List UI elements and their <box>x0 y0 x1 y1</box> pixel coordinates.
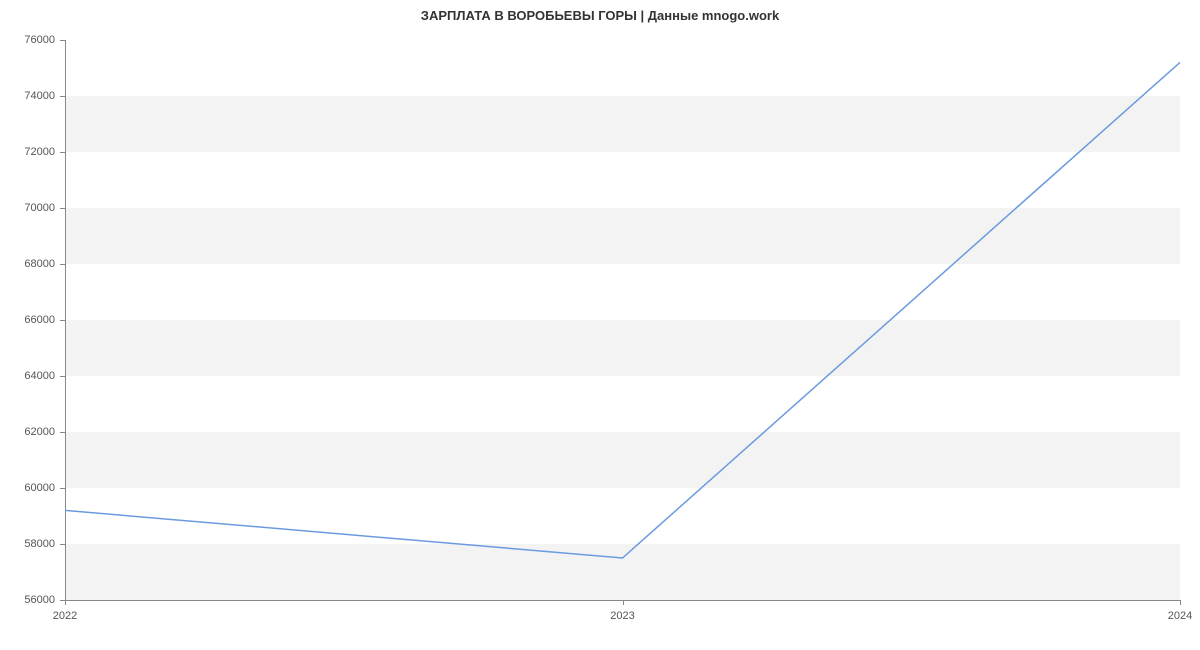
y-tick-label: 56000 <box>5 594 55 606</box>
plot-area: 5600058000600006200064000660006800070000… <box>65 40 1180 600</box>
y-tick-label: 62000 <box>5 426 55 438</box>
x-tick-mark <box>1180 600 1181 605</box>
y-tick-label: 74000 <box>5 90 55 102</box>
y-tick-label: 72000 <box>5 146 55 158</box>
series-line-salary <box>65 62 1180 558</box>
y-tick-label: 64000 <box>5 370 55 382</box>
y-tick-label: 66000 <box>5 314 55 326</box>
x-tick-label: 2024 <box>1168 610 1192 622</box>
chart-title: ЗАРПЛАТА В ВОРОБЬЕВЫ ГОРЫ | Данные mnogo… <box>0 8 1200 23</box>
x-tick-mark <box>65 600 66 605</box>
x-tick-mark <box>623 600 624 605</box>
y-tick-label: 68000 <box>5 258 55 270</box>
y-tick-label: 60000 <box>5 482 55 494</box>
y-tick-label: 76000 <box>5 34 55 46</box>
x-tick-label: 2023 <box>610 610 634 622</box>
x-tick-label: 2022 <box>53 610 77 622</box>
y-tick-label: 58000 <box>5 538 55 550</box>
line-layer <box>65 40 1180 600</box>
salary-line-chart: ЗАРПЛАТА В ВОРОБЬЕВЫ ГОРЫ | Данные mnogo… <box>0 0 1200 650</box>
y-tick-label: 70000 <box>5 202 55 214</box>
